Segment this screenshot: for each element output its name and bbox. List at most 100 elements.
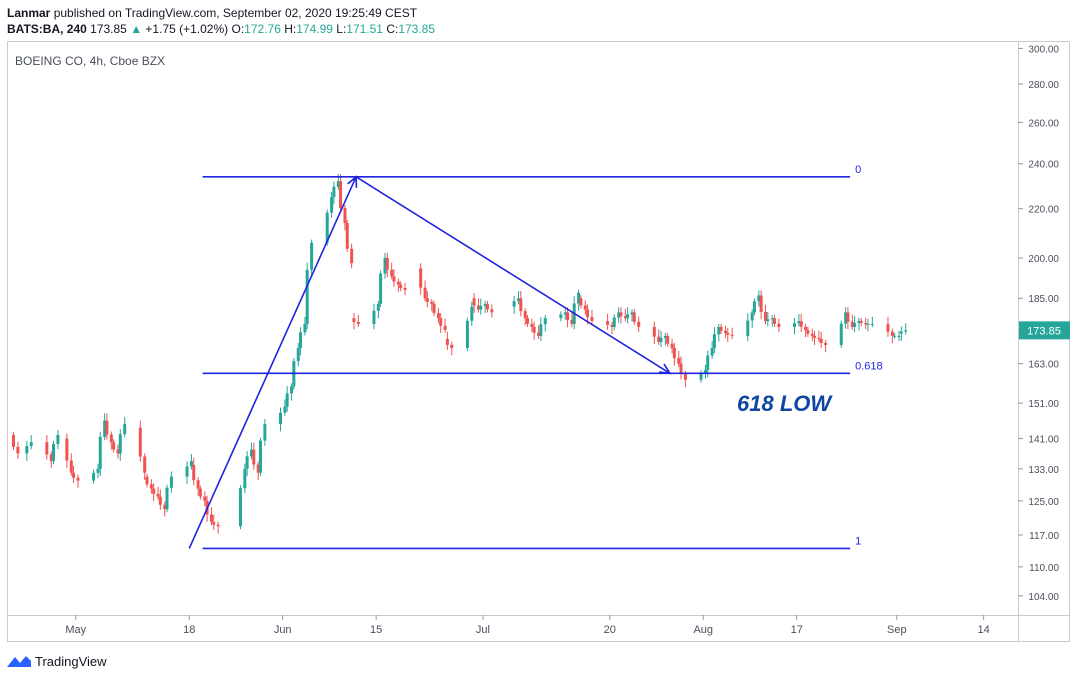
candle-body bbox=[465, 320, 469, 349]
candle-body bbox=[169, 476, 173, 488]
candle-body bbox=[886, 324, 890, 332]
candle-body bbox=[563, 312, 567, 315]
candle-body bbox=[152, 488, 156, 494]
candle-body bbox=[899, 331, 903, 334]
candle-body bbox=[759, 295, 763, 312]
drawing-layer[interactable] bbox=[188, 175, 851, 550]
candle-body bbox=[659, 338, 663, 342]
price-chart[interactable]: BOEING CO, 4h, Cboe BZX 104.00 110.00 117.… bbox=[7, 41, 1070, 642]
candle-body bbox=[250, 449, 254, 457]
candle-body bbox=[757, 295, 761, 302]
close-label: C: bbox=[386, 22, 399, 36]
time-axis[interactable]: May 18 Jun 15 Jul 20 Aug 17 Sep 14 bbox=[65, 615, 990, 636]
candle-body bbox=[203, 496, 207, 501]
candle-body bbox=[619, 312, 623, 317]
candle-body bbox=[764, 311, 768, 322]
candle-body bbox=[559, 314, 563, 319]
candle-body bbox=[657, 336, 661, 342]
candle-body bbox=[76, 477, 80, 481]
candle-body bbox=[730, 334, 734, 336]
candle-body bbox=[577, 292, 581, 304]
chart-title: BOEING CO, 4h, Cboe BZX bbox=[15, 54, 165, 68]
candle-body bbox=[772, 318, 776, 324]
candle-body bbox=[470, 306, 474, 321]
candle-body bbox=[677, 358, 681, 364]
time-tick-label: 14 bbox=[977, 624, 989, 636]
candle-body bbox=[310, 242, 314, 270]
price-tick-label: 185.00 bbox=[1028, 294, 1059, 305]
candle-body bbox=[626, 314, 630, 319]
time-tick-label: Jun bbox=[274, 624, 292, 636]
candle-body bbox=[305, 269, 309, 325]
open-value: 172.76 bbox=[244, 22, 281, 36]
time-tick-label: 20 bbox=[604, 624, 616, 636]
candle-body bbox=[385, 257, 389, 270]
tradingview-logo-icon[interactable] bbox=[7, 654, 31, 668]
candle-body bbox=[706, 355, 710, 371]
candle-body bbox=[296, 348, 300, 362]
candle-body bbox=[303, 324, 307, 333]
candle-body bbox=[49, 454, 53, 462]
candle-body bbox=[666, 335, 670, 344]
trend-arrow-line bbox=[188, 176, 357, 549]
candle-body bbox=[663, 335, 667, 339]
candle-body bbox=[392, 276, 396, 282]
fib-level-label: 1 bbox=[855, 535, 861, 547]
candle-body bbox=[517, 298, 521, 302]
candle-body bbox=[590, 317, 594, 322]
candle-body bbox=[797, 321, 801, 324]
candle-body bbox=[69, 460, 73, 473]
candle-body bbox=[419, 268, 423, 288]
candle-body bbox=[425, 298, 429, 302]
candle-body bbox=[844, 312, 848, 324]
candle-body bbox=[632, 312, 636, 322]
candle-body bbox=[118, 434, 122, 454]
candle-body bbox=[403, 288, 407, 290]
candle-body bbox=[185, 466, 189, 477]
candle-body bbox=[543, 318, 547, 325]
price-tick-label: 110.00 bbox=[1029, 563, 1059, 574]
candle-body bbox=[356, 321, 360, 325]
candle-body bbox=[857, 321, 861, 324]
candle-body bbox=[523, 311, 527, 319]
tradingview-brand[interactable]: TradingView bbox=[35, 653, 107, 669]
candle-body bbox=[699, 373, 703, 380]
candle-body bbox=[630, 312, 634, 315]
candle-body bbox=[330, 197, 334, 213]
candle-body bbox=[423, 287, 427, 299]
candle-body bbox=[579, 298, 583, 306]
time-tick-label: Jul bbox=[476, 624, 490, 636]
price-axis[interactable]: 104.00 110.00 117.00 125.00 133.00 141.00 151.… bbox=[1018, 44, 1059, 603]
candle-body bbox=[379, 273, 383, 304]
candle-body bbox=[372, 310, 376, 325]
candle-body bbox=[430, 301, 434, 304]
candle-body bbox=[325, 212, 329, 243]
candle-body bbox=[866, 324, 870, 326]
candle-body bbox=[376, 303, 380, 311]
ohlc-line: BATS:BA, 240 173.85 ▲ +1.75 (+1.02%) O:1… bbox=[7, 21, 435, 37]
candle-body bbox=[485, 303, 489, 310]
chart-frame[interactable]: BOEING CO, 4h, Cboe BZX 104.00 110.00 117.… bbox=[7, 41, 1070, 642]
candle-body bbox=[138, 427, 142, 457]
candle-body bbox=[512, 301, 516, 307]
candle-body bbox=[890, 331, 894, 336]
candle-body bbox=[893, 335, 897, 337]
candle-body bbox=[283, 406, 287, 413]
time-tick-label: May bbox=[65, 624, 86, 636]
last-price: 173.85 bbox=[90, 22, 127, 36]
candle-body bbox=[209, 514, 213, 522]
candle-body bbox=[870, 324, 874, 326]
candle-body bbox=[112, 442, 116, 450]
publish-text: published on TradingView.com, September … bbox=[53, 6, 418, 20]
candle-body bbox=[810, 333, 814, 336]
candle-body bbox=[336, 181, 340, 187]
candle-body bbox=[72, 472, 76, 478]
author-name[interactable]: Lanmar bbox=[7, 6, 51, 20]
time-tick-label: Sep bbox=[887, 624, 907, 636]
candle-body bbox=[290, 386, 294, 394]
candle-body bbox=[390, 269, 394, 277]
candle-body bbox=[483, 303, 487, 306]
candle-body bbox=[103, 420, 107, 437]
candle-body bbox=[817, 337, 821, 339]
candle-body bbox=[345, 222, 349, 249]
